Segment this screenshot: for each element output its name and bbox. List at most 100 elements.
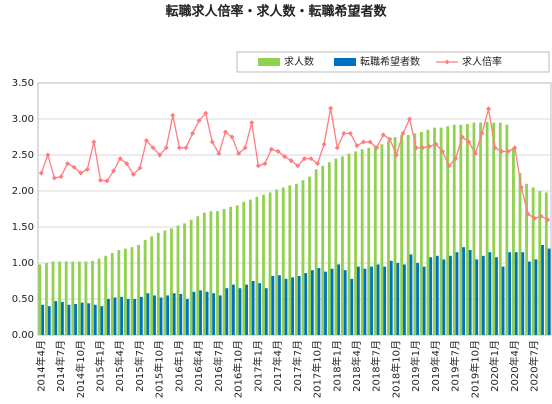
bar [113, 297, 117, 335]
marker [492, 145, 498, 151]
bar [370, 266, 373, 335]
x-tick-label: 2019年10月 [468, 340, 481, 398]
bar [183, 223, 186, 335]
bar [337, 264, 341, 335]
bar [291, 277, 295, 335]
marker [203, 110, 209, 116]
y-tick-label: 2.00 [12, 186, 34, 197]
legend-swatch [258, 58, 280, 66]
legend-swatch [334, 58, 356, 66]
marker [170, 112, 176, 118]
bar [232, 284, 235, 335]
bar [387, 140, 390, 335]
bar [264, 288, 268, 335]
marker [51, 175, 57, 181]
bar [107, 299, 110, 335]
bar [376, 264, 380, 335]
bar [58, 261, 62, 335]
x-tick-label: 2019年7月 [449, 340, 462, 392]
marker [58, 174, 64, 180]
marker [137, 165, 143, 171]
bar [255, 196, 259, 335]
bar [403, 264, 406, 335]
marker [486, 106, 492, 112]
bar [229, 206, 233, 335]
x-tick-label: 2015年4月 [113, 340, 126, 392]
bar [310, 270, 314, 335]
bar [97, 258, 101, 335]
x-tick-label: 2018年4月 [350, 340, 363, 392]
bar [130, 247, 134, 335]
bar [139, 296, 143, 335]
marker [163, 145, 169, 151]
bar [396, 263, 400, 335]
bar [248, 199, 252, 335]
bar [222, 209, 226, 335]
bar [356, 266, 360, 335]
marker [216, 151, 222, 157]
bar [235, 205, 239, 335]
bar [38, 264, 42, 335]
bar [419, 131, 423, 335]
marker [512, 145, 518, 151]
bar [393, 137, 397, 335]
marker [295, 163, 301, 169]
x-tick-label: 2015年7月 [133, 340, 146, 392]
bar [216, 211, 219, 335]
bar [126, 299, 130, 335]
bar [80, 302, 84, 335]
marker [393, 152, 399, 158]
bar [321, 165, 325, 335]
marker [525, 211, 531, 217]
marker [130, 171, 136, 177]
bar [363, 268, 367, 335]
marker [209, 139, 215, 145]
bar [406, 134, 410, 335]
bar [245, 284, 248, 335]
bar [84, 261, 88, 335]
line [40, 108, 549, 221]
bar [51, 261, 55, 335]
x-tick-label: 2015年10月 [153, 340, 166, 398]
x-tick-label: 2014年7月 [54, 340, 67, 392]
bar [343, 270, 347, 335]
marker [183, 145, 189, 151]
marker [282, 153, 288, 159]
bar [156, 232, 160, 335]
chart-title: 転職求人倍率・求人数・転職希望者数 [165, 4, 387, 20]
marker [176, 145, 182, 151]
bar [196, 216, 200, 335]
bar [475, 259, 479, 335]
bar [341, 156, 344, 335]
legend-label: 転職希望者数 [360, 55, 420, 68]
marker [499, 148, 505, 154]
marker [472, 151, 478, 157]
marker [341, 130, 347, 136]
bar [429, 257, 433, 335]
bar [525, 183, 528, 335]
bar [297, 275, 301, 335]
bar [465, 124, 469, 335]
bar [172, 293, 176, 335]
marker [196, 117, 202, 123]
bar [354, 151, 357, 335]
marker [407, 116, 413, 122]
x-tick-label: 2018年1月 [330, 340, 343, 392]
marker [111, 168, 117, 174]
marker [505, 148, 511, 154]
bar [413, 133, 417, 335]
bar [91, 260, 94, 335]
y-tick-label: 0.50 [12, 294, 34, 305]
marker [262, 161, 268, 167]
bar [531, 187, 535, 335]
marker [426, 143, 432, 149]
marker [328, 105, 334, 111]
marker [124, 161, 130, 167]
marker [268, 146, 274, 152]
bar [143, 239, 147, 335]
marker [65, 161, 71, 167]
bar [304, 273, 308, 335]
x-tick-label: 2017年4月 [271, 340, 284, 392]
y-tick-label: 2.50 [12, 150, 34, 161]
bar [459, 124, 463, 335]
